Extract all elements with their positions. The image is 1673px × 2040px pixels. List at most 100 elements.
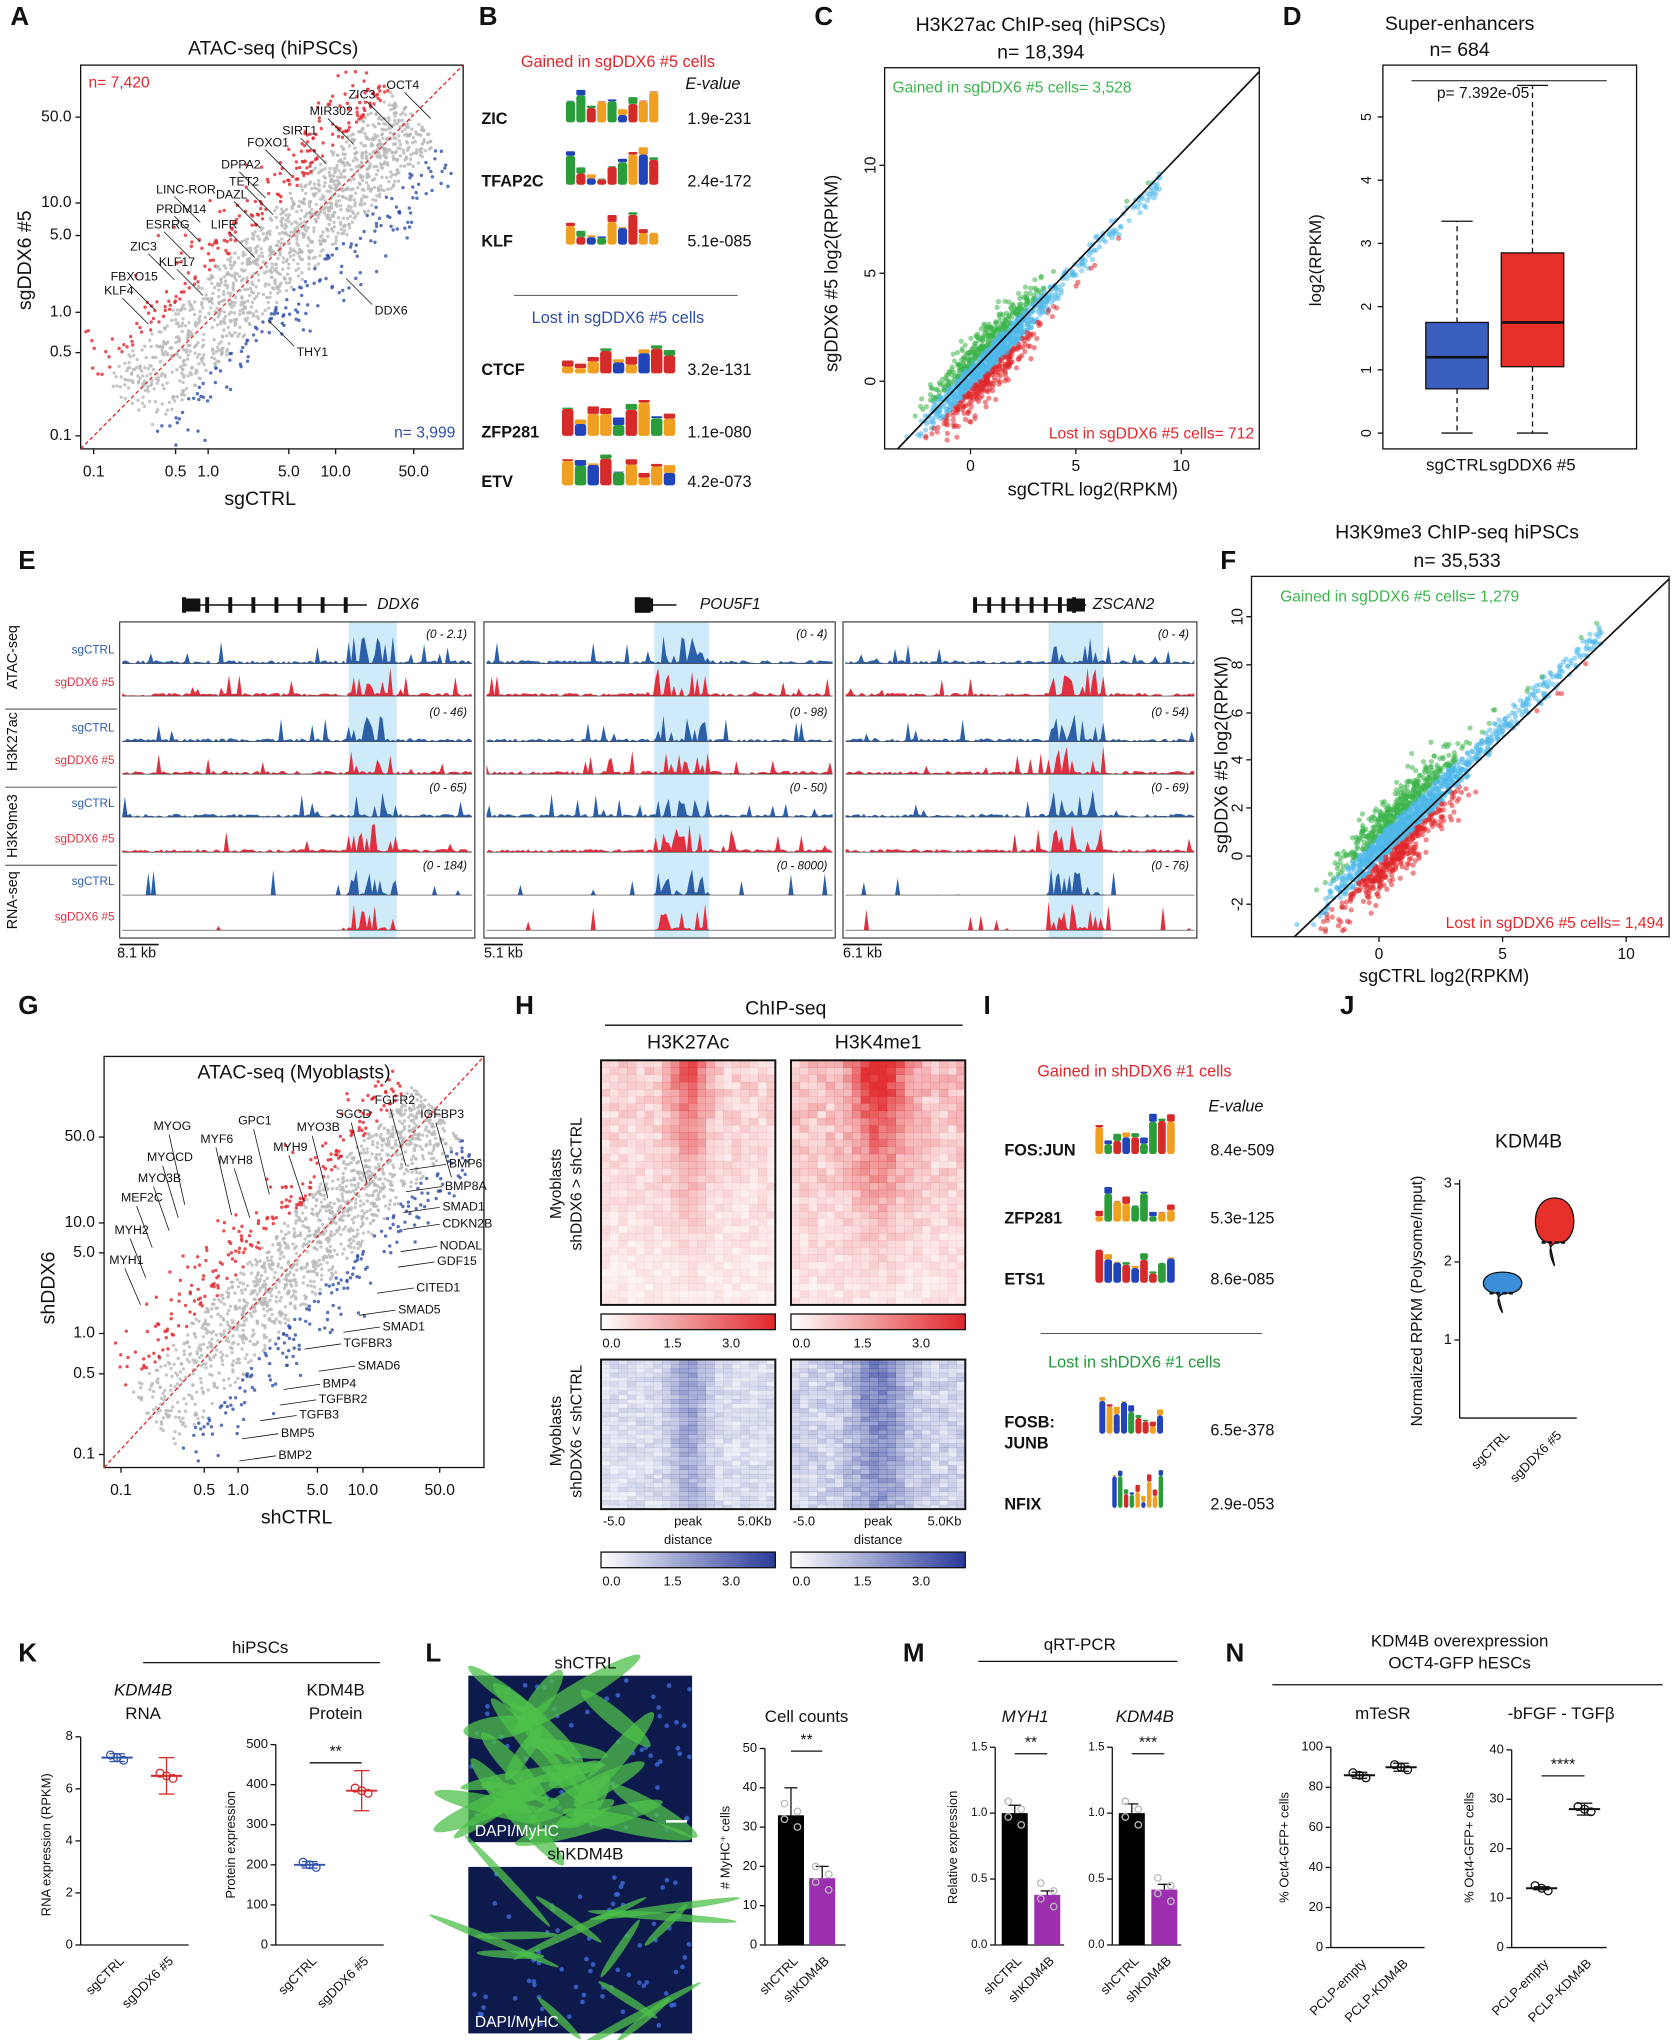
- scatter-dot: [372, 1189, 376, 1194]
- scatter-dot: [430, 1123, 435, 1128]
- scatter-dot: [221, 1363, 225, 1367]
- scatter-dot: [391, 1146, 395, 1150]
- scatter-dot: [288, 1199, 292, 1203]
- scatter-dot: [410, 1161, 414, 1166]
- scatter-dot: [373, 133, 377, 137]
- scatter-dot: [184, 386, 189, 391]
- scatter-dot: [416, 1133, 421, 1137]
- scatter-dot: [1117, 224, 1124, 230]
- scatter-dot: [211, 1269, 215, 1274]
- scatter-dot: [371, 212, 375, 216]
- scatter-dot: [336, 74, 340, 78]
- scatter-dot: [359, 282, 363, 287]
- scatter-dot: [256, 1219, 261, 1223]
- scatter-dot: [301, 1182, 305, 1186]
- scatter-dot: [372, 1202, 376, 1206]
- scatter-dot: [396, 1229, 401, 1234]
- scatter-dot: [414, 1206, 418, 1211]
- scatter-dot: [249, 213, 254, 217]
- scatter-dot: [145, 1329, 150, 1334]
- scatter-dot: [210, 281, 214, 286]
- scatter-dot: [175, 395, 180, 399]
- scatter-dot: [190, 1396, 194, 1401]
- scatter-dot: [1043, 300, 1049, 306]
- scatter-dot: [239, 1271, 243, 1275]
- scatter-dot: [350, 137, 354, 141]
- scatter-dot: [227, 1377, 231, 1381]
- scatter-dot: [142, 404, 147, 409]
- scatter-dot: [169, 1317, 173, 1321]
- scatter-dot: [284, 289, 289, 293]
- scatter-dot: [389, 108, 393, 112]
- scatter-dot: [373, 1212, 377, 1217]
- scatter-dot: [291, 1150, 295, 1155]
- scatter-dot: [388, 131, 392, 135]
- scatter-dot: [395, 168, 399, 172]
- scatter-dot: [273, 1282, 278, 1286]
- scatter-dot: [377, 138, 381, 143]
- scatter-dot: [218, 209, 222, 214]
- scatter-dot: [148, 1387, 152, 1392]
- scatter-dot: [346, 107, 351, 111]
- scatter-dot: [300, 201, 305, 205]
- scatter-dot: [180, 398, 184, 402]
- scatter-dot: [239, 1237, 244, 1241]
- scatter-dot: [361, 1133, 366, 1138]
- scatter-dot: [341, 169, 346, 173]
- scatter-dot: [213, 380, 218, 385]
- rule: [233, 201, 261, 229]
- scatter-dot: [278, 250, 282, 255]
- scatter-dot: [1147, 191, 1154, 197]
- scatter-dot: [318, 1262, 323, 1267]
- scatter-dot: [195, 1255, 200, 1259]
- scatter-dot: [295, 1268, 299, 1272]
- scatter-dot: [454, 1134, 458, 1138]
- scatter-dot: [179, 260, 184, 264]
- scatter-dot: [958, 390, 964, 397]
- scatter-dot: [406, 1163, 410, 1168]
- scatter-dot: [384, 195, 389, 199]
- scatter-dot: [295, 235, 299, 239]
- scatter-dot: [145, 387, 150, 391]
- scatter-dot: [131, 349, 135, 353]
- scatter-dot: [353, 1259, 357, 1264]
- scatter-dot: [362, 106, 366, 110]
- scatter-dot: [398, 154, 402, 158]
- scatter-dot: [1017, 344, 1023, 350]
- scatter-dot: [140, 401, 145, 405]
- x-tick-label: 10.0: [320, 463, 351, 480]
- scatter-dot: [241, 277, 245, 281]
- scatter-dot: [434, 1142, 439, 1146]
- scatter-dot: [131, 343, 135, 347]
- scatter-dot: [368, 1208, 373, 1212]
- scatter-dot: [375, 1119, 379, 1123]
- scatter-dot: [396, 179, 401, 183]
- y-tick-label: 50.0: [41, 108, 72, 125]
- scatter-dot: [425, 1134, 429, 1138]
- scatter-dot: [289, 1184, 294, 1189]
- scatter-dot: [227, 312, 231, 316]
- scatter-dot: [174, 340, 178, 345]
- scatter-dot: [282, 1236, 286, 1240]
- gene-label: OCT4: [386, 78, 419, 92]
- scatter-dot: [200, 300, 204, 305]
- scatter-dot: [338, 204, 343, 208]
- scatter-dot: [375, 1145, 379, 1150]
- scatter-dot: [328, 1233, 333, 1237]
- scatter-dot: [319, 1182, 323, 1186]
- scatter-dot: [409, 153, 413, 157]
- rule: [398, 1261, 435, 1268]
- scatter-dot: [303, 1194, 308, 1198]
- scatter-dot: [283, 1305, 288, 1309]
- scatter-dot: [287, 213, 292, 217]
- scatter-dot: [420, 1147, 424, 1152]
- scatter-dot: [288, 191, 292, 195]
- scatter-dot: [180, 410, 185, 415]
- scatter-dot: [410, 141, 415, 145]
- scatter-dot: [1046, 307, 1052, 313]
- scatter-dot: [170, 407, 174, 412]
- scatter-dot: [955, 404, 961, 410]
- scatter-dot: [245, 339, 249, 343]
- scatter-dot: [195, 1349, 199, 1354]
- y-tick-label: 10.0: [65, 1214, 96, 1231]
